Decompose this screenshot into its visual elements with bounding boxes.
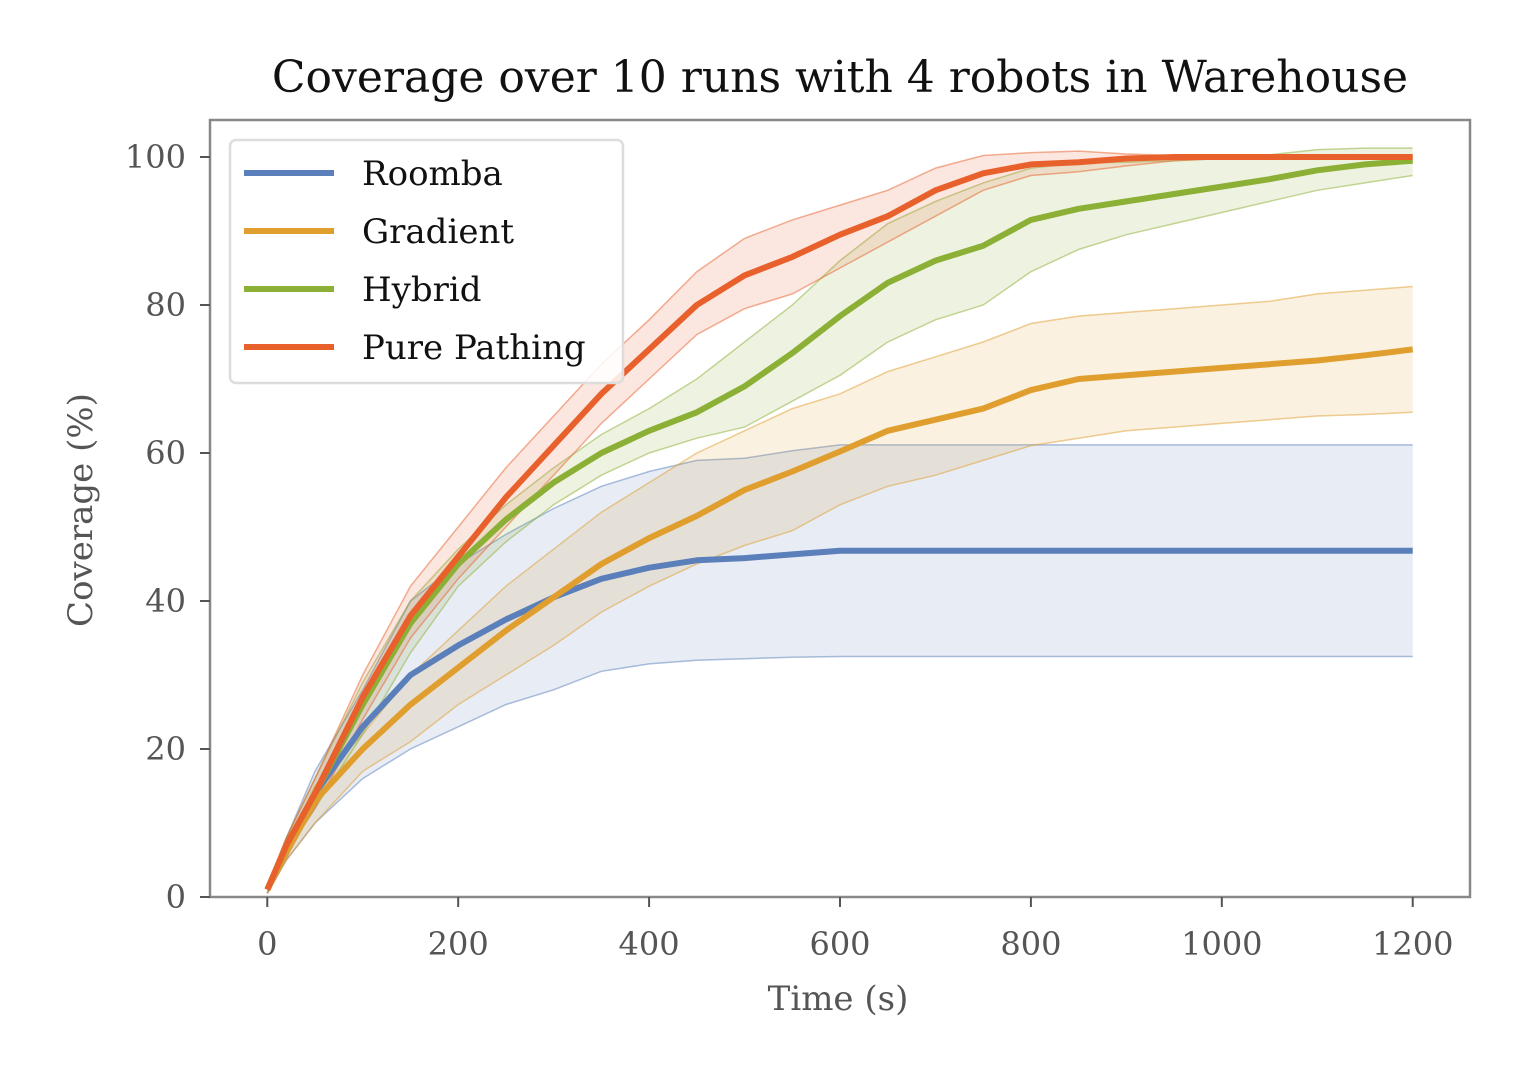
band-hybrid	[267, 148, 1413, 894]
y-tick-label: 20	[145, 730, 186, 768]
band-lower-gradient	[266, 411, 1413, 894]
x-tick-label: 0	[257, 925, 277, 963]
x-axis-ticks: 0 200 400 600 800 1000 1200	[257, 897, 1453, 963]
x-tick-label: 800	[1000, 925, 1061, 963]
y-tick-label: 0	[166, 878, 186, 916]
legend-label-roomba: Roomba	[362, 154, 503, 194]
x-tick-label: 600	[809, 925, 870, 963]
legend-label-hybrid: Hybrid	[362, 270, 482, 310]
series-lines	[264, 154, 1414, 891]
line-pure-pathing	[264, 154, 1413, 891]
x-tick-label: 1000	[1181, 925, 1262, 963]
x-tick-label: 200	[428, 925, 489, 963]
line-roomba	[264, 547, 1413, 891]
x-tick-label: 400	[619, 925, 680, 963]
y-tick-label: 80	[145, 286, 186, 324]
band-roomba	[267, 444, 1413, 894]
band-pure-pathing	[267, 151, 1413, 894]
y-axis-ticks: 0 20 40 60 80 100	[125, 138, 210, 916]
legend-box	[228, 138, 625, 385]
band-upper-roomba	[266, 444, 1413, 887]
line-hybrid	[264, 157, 1413, 891]
x-tick-label: 1200	[1372, 925, 1453, 963]
legend-items: Roomba Gradient Hybrid Pure Pathing	[244, 154, 586, 368]
confidence-bands	[266, 147, 1413, 894]
x-axis-label: Time (s)	[768, 979, 909, 1019]
y-axis-label: Coverage (%)	[61, 393, 101, 627]
legend-label-pure-pathing: Pure Pathing	[362, 328, 586, 368]
band-lower-hybrid	[266, 174, 1413, 894]
y-tick-label: 60	[145, 434, 186, 472]
y-tick-label: 40	[145, 582, 186, 620]
chart-title: Coverage over 10 runs with 4 robots in W…	[272, 52, 1408, 103]
band-gradient	[267, 286, 1413, 894]
band-lower-roomba	[266, 655, 1413, 894]
legend-label-gradient: Gradient	[362, 212, 514, 252]
legend: Roomba Gradient Hybrid Pure Pathing	[228, 138, 625, 385]
y-tick-label: 100	[125, 138, 186, 176]
line-gradient	[264, 346, 1414, 891]
